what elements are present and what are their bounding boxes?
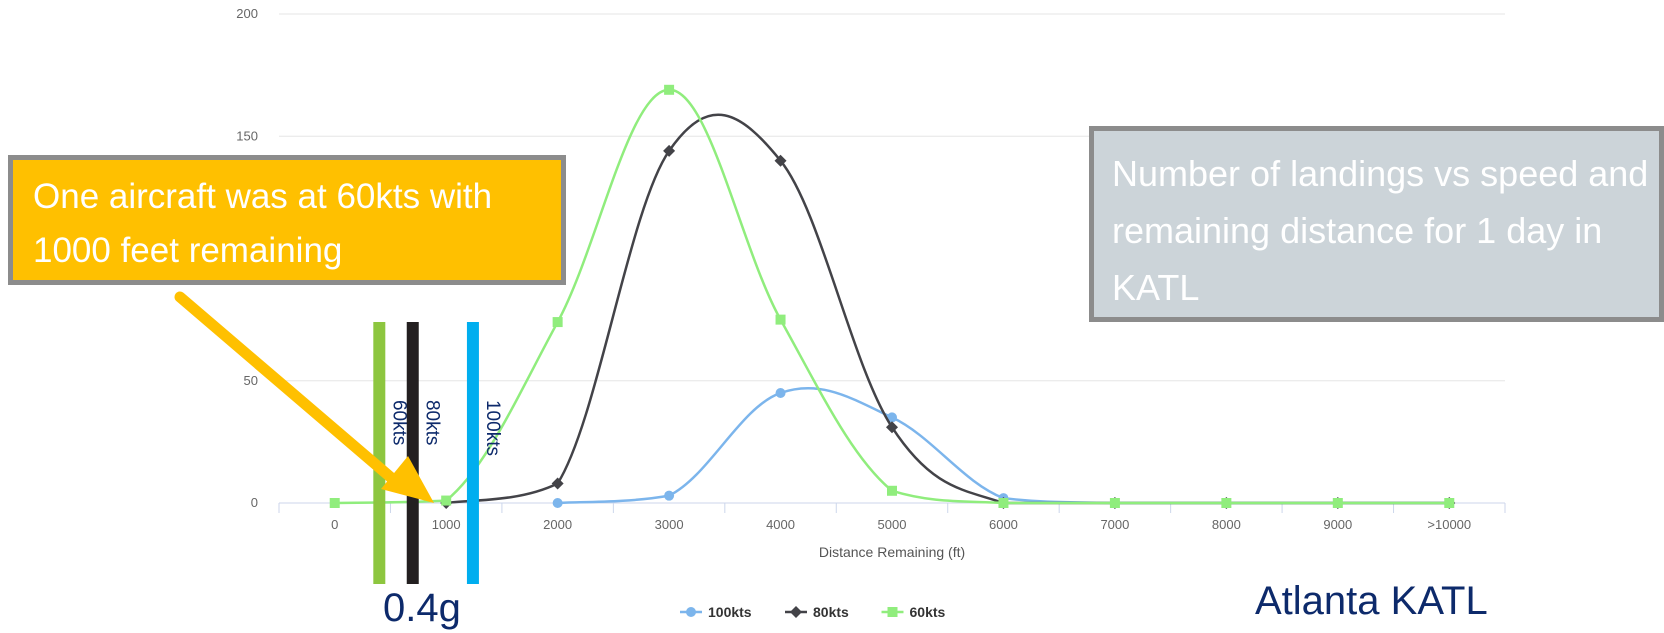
data-point-60kts [887, 485, 897, 496]
x-axis: 0 1000 2000 3000 4000 5000 6000 7000 8000 9000 >10… [278, 502, 1506, 532]
x-tick-label: 9000 [1323, 517, 1352, 532]
g-force-label: 0.4g [383, 586, 461, 630]
legend-label: 60kts [910, 604, 946, 620]
data-point-60kts [329, 498, 340, 508]
y-axis-ticks: 0 50 150 200 [236, 6, 258, 510]
speed-marker-60kts [373, 322, 386, 584]
x-tick-label: 0 [331, 517, 338, 532]
y-tick-label: 0 [251, 495, 258, 510]
data-point-80kts [663, 144, 676, 157]
x-tick-label: 1000 [432, 517, 461, 532]
legend-symbol [790, 606, 802, 618]
speed-marker-label: 60kts [388, 400, 409, 445]
legend-label: 100kts [708, 604, 752, 620]
legend-symbol [686, 607, 696, 617]
data-point-60kts [775, 314, 786, 325]
x-axis-title: Distance Remaining (ft) [819, 544, 965, 560]
speed-marker-80kts [406, 322, 419, 584]
data-point-60kts [998, 498, 1009, 508]
data-point-60kts [1444, 498, 1455, 508]
y-tick-label: 50 [244, 373, 258, 388]
data-point-80kts [886, 421, 898, 434]
x-tick-label: 4000 [766, 517, 795, 532]
legend-item-60kts[interactable]: 60kts [881, 604, 946, 620]
location-label: Atlanta KATL [1255, 579, 1488, 623]
speed-markers: 60kts 80kts 100kts [373, 322, 503, 584]
data-point-60kts [441, 495, 452, 506]
legend-label: 80kts [813, 604, 849, 620]
arrow-shaft [174, 291, 408, 493]
legend-symbol [887, 607, 898, 617]
speed-marker-label: 100kts [482, 400, 503, 456]
x-tick-label: 3000 [655, 517, 684, 532]
y-tick-label: 150 [236, 128, 258, 143]
callout-box: One aircraft was at 60kts with 1000 feet… [8, 155, 566, 285]
series-lines [329, 84, 1456, 509]
data-point-60kts [552, 317, 563, 328]
data-point-100kts [552, 498, 563, 508]
data-point-60kts [664, 84, 675, 95]
info-box: Number of landings vs speed and remainin… [1089, 126, 1664, 322]
arrow-head [381, 456, 434, 503]
legend-item-100kts[interactable]: 100kts [680, 604, 752, 620]
legend-item-80kts[interactable]: 80kts [785, 604, 849, 620]
x-tick-label: 2000 [543, 517, 572, 532]
y-tick-label: 200 [236, 6, 258, 21]
x-tick-label: 7000 [1100, 517, 1129, 532]
callout-arrow [174, 291, 434, 503]
speed-marker-label: 80kts [422, 400, 443, 445]
data-point-60kts [1221, 498, 1232, 508]
data-point-80kts [551, 477, 564, 490]
data-point-100kts [775, 387, 786, 398]
data-point-60kts [1332, 498, 1343, 508]
legend[interactable]: 100kts 80kts 60kts [680, 604, 946, 620]
data-point-100kts [887, 412, 897, 423]
data-point-80kts [774, 154, 787, 167]
x-tick-label: >10000 [1427, 517, 1471, 532]
speed-marker-100kts [466, 322, 479, 584]
data-point-100kts [664, 490, 675, 501]
x-tick-label: 8000 [1212, 517, 1241, 532]
x-tick-label: 6000 [989, 517, 1018, 532]
x-tick-label: 5000 [878, 517, 907, 532]
series-line-100kts [557, 386, 1450, 505]
data-point-60kts [1109, 498, 1120, 508]
